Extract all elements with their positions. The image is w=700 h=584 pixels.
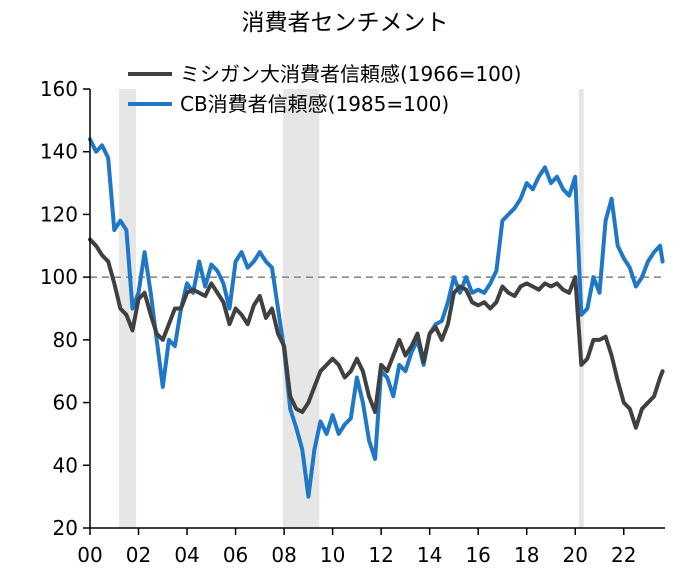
recession-bands	[119, 89, 584, 528]
x-tick-label: 12	[368, 543, 393, 567]
y-tick-label: 140	[40, 140, 78, 164]
recession-band-0	[119, 89, 137, 528]
series-line-cb	[88, 137, 665, 499]
y-axis-ticks: 20 40 60 80 100 120 140 160	[40, 77, 90, 540]
legend: ミシガン大消費者信頼感(1966=100) CB消費者信頼感(1985=100)	[128, 62, 521, 116]
x-tick-label: 18	[514, 543, 539, 567]
x-axis-ticks: 00 02 04 06 08 10 12 14 16 18 20 22	[77, 528, 636, 567]
y-tick-label: 40	[53, 453, 78, 477]
x-tick-label: 04	[174, 543, 199, 567]
x-tick-label: 20	[563, 543, 588, 567]
x-tick-label: 14	[417, 543, 442, 567]
y-tick-label: 20	[53, 516, 78, 540]
x-tick-label: 08	[271, 543, 296, 567]
y-tick-label: 160	[40, 77, 78, 101]
x-tick-label: 02	[126, 543, 151, 567]
y-tick-label: 100	[40, 265, 78, 289]
legend-label-cb: CB消費者信頼感(1985=100)	[180, 92, 449, 116]
y-tick-label: 120	[40, 202, 78, 226]
legend-label-michigan: ミシガン大消費者信頼感(1966=100)	[180, 62, 521, 86]
series-line-michigan	[88, 237, 665, 430]
y-tick-label: 80	[53, 328, 78, 352]
x-tick-label: 06	[223, 543, 248, 567]
x-tick-label: 10	[320, 543, 345, 567]
y-tick-label: 60	[53, 391, 78, 415]
x-tick-label: 22	[611, 543, 636, 567]
x-tick-label: 00	[77, 543, 102, 567]
x-tick-label: 16	[465, 543, 490, 567]
chart-title: 消費者センチメント	[242, 10, 449, 36]
series-lines	[88, 137, 665, 499]
